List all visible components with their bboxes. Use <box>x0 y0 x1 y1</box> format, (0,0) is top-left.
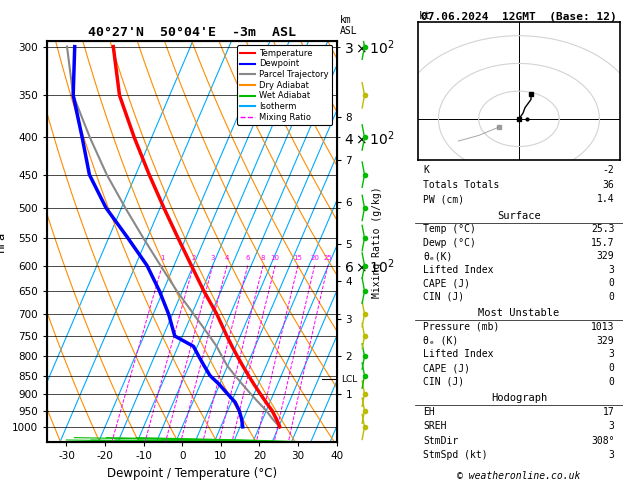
Text: Totals Totals: Totals Totals <box>423 180 500 190</box>
Text: 3: 3 <box>608 421 615 432</box>
Text: Temp (°C): Temp (°C) <box>423 224 476 234</box>
Text: 3: 3 <box>608 265 615 275</box>
Text: CIN (J): CIN (J) <box>423 292 465 302</box>
Text: Lifted Index: Lifted Index <box>423 265 494 275</box>
Text: Pressure (mb): Pressure (mb) <box>423 322 500 332</box>
Title: 40°27'N  50°04'E  -3m  ASL: 40°27'N 50°04'E -3m ASL <box>88 26 296 39</box>
Text: EH: EH <box>423 407 435 417</box>
Text: 329: 329 <box>597 336 615 346</box>
Text: 3: 3 <box>608 349 615 359</box>
X-axis label: Dewpoint / Temperature (°C): Dewpoint / Temperature (°C) <box>107 467 277 480</box>
Text: © weatheronline.co.uk: © weatheronline.co.uk <box>457 471 581 481</box>
Text: SREH: SREH <box>423 421 447 432</box>
Text: θₑ(K): θₑ(K) <box>423 251 453 261</box>
Text: 3: 3 <box>211 255 215 261</box>
Text: -2: -2 <box>603 165 615 175</box>
Text: 25: 25 <box>323 255 332 261</box>
Text: Hodograph: Hodograph <box>491 393 547 403</box>
Text: 0: 0 <box>608 377 615 387</box>
Text: 329: 329 <box>597 251 615 261</box>
Text: 2: 2 <box>191 255 196 261</box>
Text: Dewp (°C): Dewp (°C) <box>423 238 476 248</box>
Text: 20: 20 <box>310 255 319 261</box>
Text: CIN (J): CIN (J) <box>423 377 465 387</box>
Text: 3: 3 <box>608 450 615 460</box>
Text: 1013: 1013 <box>591 322 615 332</box>
Text: 0: 0 <box>608 292 615 302</box>
Text: kt: kt <box>418 11 431 21</box>
Text: Most Unstable: Most Unstable <box>478 308 560 318</box>
Text: 1.4: 1.4 <box>597 194 615 204</box>
Text: CAPE (J): CAPE (J) <box>423 363 470 373</box>
Text: Lifted Index: Lifted Index <box>423 349 494 359</box>
Text: 4: 4 <box>225 255 229 261</box>
Text: 25.3: 25.3 <box>591 224 615 234</box>
Text: km
ASL: km ASL <box>340 15 357 36</box>
Legend: Temperature, Dewpoint, Parcel Trajectory, Dry Adiabat, Wet Adiabat, Isotherm, Mi: Temperature, Dewpoint, Parcel Trajectory… <box>237 46 332 125</box>
Text: 0: 0 <box>608 278 615 289</box>
Text: Mixing Ratio (g/kg): Mixing Ratio (g/kg) <box>372 186 382 297</box>
Y-axis label: hPa: hPa <box>0 231 6 252</box>
Text: 308°: 308° <box>591 435 615 446</box>
Text: 1: 1 <box>160 255 165 261</box>
Text: StmSpd (kt): StmSpd (kt) <box>423 450 488 460</box>
Text: Surface: Surface <box>497 211 541 221</box>
Text: θₑ (K): θₑ (K) <box>423 336 459 346</box>
Text: PW (cm): PW (cm) <box>423 194 465 204</box>
Text: 15.7: 15.7 <box>591 238 615 248</box>
Text: StmDir: StmDir <box>423 435 459 446</box>
Text: 15: 15 <box>294 255 303 261</box>
Text: CAPE (J): CAPE (J) <box>423 278 470 289</box>
Text: 10: 10 <box>270 255 280 261</box>
Text: 36: 36 <box>603 180 615 190</box>
Text: 8: 8 <box>261 255 265 261</box>
Text: K: K <box>423 165 430 175</box>
Text: 6: 6 <box>245 255 250 261</box>
Text: 07.06.2024  12GMT  (Base: 12): 07.06.2024 12GMT (Base: 12) <box>421 12 617 22</box>
Text: 17: 17 <box>603 407 615 417</box>
Text: LCL: LCL <box>341 375 357 384</box>
Text: 0: 0 <box>608 363 615 373</box>
